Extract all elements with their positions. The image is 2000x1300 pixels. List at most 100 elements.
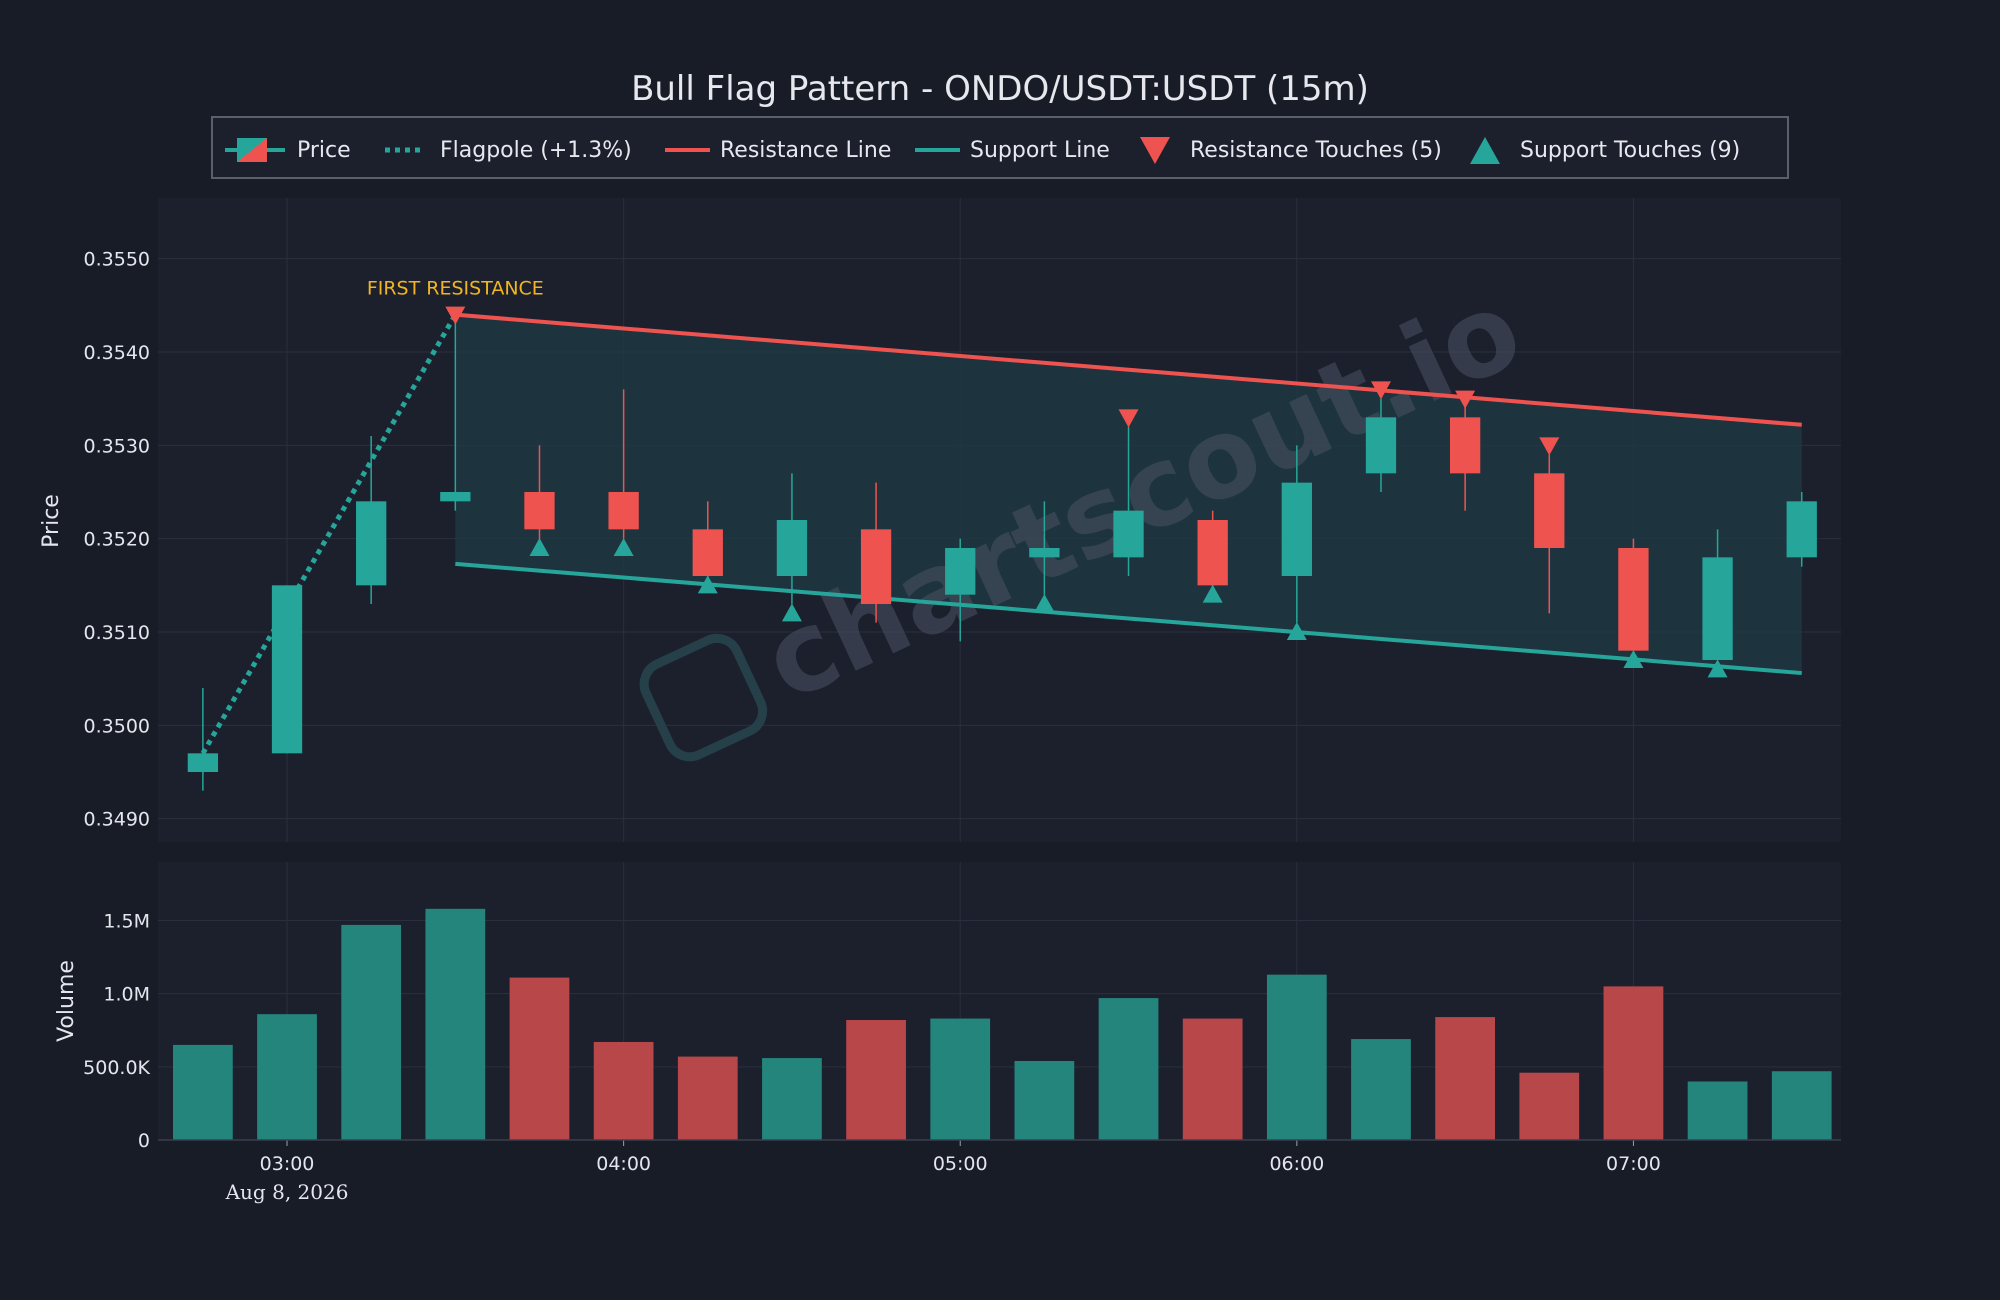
volume-bar [1014, 1060, 1075, 1140]
chart-title: Bull Flag Pattern - ONDO/USDT:USDT (15m) [631, 69, 1369, 109]
volume-bar [173, 1044, 233, 1140]
up-triangle-icon [1470, 137, 1500, 164]
legend-label-support-touches: Support Touches (9) [1520, 138, 1740, 163]
volume-bar [930, 1018, 991, 1140]
axes: 0.3490 0.3500 0.3510 0.3520 0.3530 0.3540 0.35… [83, 249, 1841, 1175]
legend-item-resistance-touches: Resistance Touches (5) [1140, 137, 1442, 164]
x-tick-label: 07:00 [1606, 1153, 1661, 1175]
volume-tick-label: 500.0K [83, 1057, 150, 1079]
support-touch-marker [1623, 650, 1644, 668]
support-touch-marker [781, 603, 802, 622]
legend-item-resistance-line: Resistance Line [665, 138, 891, 163]
down-triangle-icon [1140, 137, 1170, 164]
price-tick-label: 0.3550 [84, 249, 150, 271]
price-tick-label: 0.3530 [84, 435, 150, 457]
x-tick-label: 05:00 [933, 1153, 988, 1175]
legend-label-resistance-line: Resistance Line [720, 138, 891, 163]
volume-bar [1771, 1071, 1832, 1140]
x-tick-label: 04:00 [596, 1153, 651, 1175]
volume-bar [677, 1056, 738, 1140]
support-touch-marker [1707, 659, 1728, 678]
volume-bar [1519, 1072, 1580, 1140]
bullish-candle [945, 548, 976, 595]
pattern-lines [200, 312, 1802, 755]
volume-tick-label: 0 [138, 1130, 150, 1152]
legend: Price Flagpole (+1.3%) Resistance Line S… [211, 116, 1789, 179]
resistance-line [455, 312, 1802, 427]
bullish-candle [1281, 482, 1312, 576]
bearish-candle [860, 529, 892, 604]
legend-item-support-touches: Support Touches (9) [1470, 137, 1740, 164]
bearish-candle [1534, 473, 1565, 548]
legend-label-flagpole: Flagpole (+1.3%) [440, 138, 632, 163]
volume-bar [1182, 1018, 1243, 1140]
bearish-candle [524, 492, 555, 530]
candles [187, 314, 1817, 791]
bullish-candle [776, 520, 808, 576]
support-line [455, 561, 1802, 676]
legend-box [211, 116, 1789, 179]
volume-bar [341, 924, 402, 1140]
price-tick-label: 0.3510 [84, 622, 150, 644]
volume-bars [173, 908, 1832, 1140]
resistance-touch-marker [1455, 390, 1476, 409]
bearish-candle [692, 529, 723, 576]
volume-bar [1687, 1081, 1748, 1140]
volume-bar [1435, 1017, 1496, 1140]
volume-panel [158, 862, 1841, 1140]
volume-bar [1098, 998, 1159, 1140]
volume-bar [509, 977, 570, 1140]
legend-item-flagpole: Flagpole (+1.3%) [385, 138, 632, 163]
legend-item-price: Price [225, 138, 351, 163]
bearish-candle [1197, 520, 1228, 586]
bullish-candle [1029, 548, 1060, 558]
bullish-candle [1365, 417, 1397, 474]
watermark-logo-icon [639, 633, 768, 762]
flagpole-line [200, 313, 458, 755]
legend-label-resistance-touches: Resistance Touches (5) [1190, 138, 1442, 163]
bullish-candle [1702, 557, 1733, 660]
support-touch-marker [1034, 594, 1055, 612]
volume-bar [1603, 986, 1664, 1140]
legend-label-price: Price [297, 138, 351, 163]
candle-icon [225, 138, 285, 162]
bullish-candle [187, 753, 219, 772]
price-axis-title: Price [39, 494, 64, 548]
resistance-touch-marker [1539, 437, 1560, 456]
volume-tick-label: 1.5M [103, 911, 150, 933]
volume-bar [1351, 1039, 1411, 1140]
touch-markers [445, 306, 1728, 678]
first-resistance-annotation: FIRST RESISTANCE [367, 278, 544, 300]
bullish-candle [440, 492, 471, 502]
bullish-candle [1113, 510, 1144, 558]
volume-bar [425, 908, 486, 1140]
support-touch-marker [613, 538, 634, 556]
support-touch-marker [697, 575, 718, 594]
volume-bar [1266, 974, 1327, 1140]
volume-bar [593, 1041, 654, 1140]
support-touch-marker [1286, 622, 1307, 640]
volume-bar [846, 1020, 906, 1140]
x-tick-label: 03:00 [260, 1153, 315, 1175]
x-tick-label: 06:00 [1269, 1153, 1324, 1175]
resistance-touch-marker [1370, 381, 1391, 400]
price-tick-label: 0.3490 [84, 809, 150, 831]
price-tick-label: 0.3500 [84, 715, 150, 737]
bearish-candle [1618, 548, 1649, 651]
volume-bar [257, 1014, 317, 1140]
price-tick-label: 0.3520 [84, 529, 150, 551]
bullish-candle [271, 585, 303, 754]
volume-axis-title: Volume [54, 960, 79, 1042]
bullish-candle [356, 501, 387, 586]
bullish-candle [1786, 501, 1817, 558]
resistance-touch-marker [1118, 409, 1139, 428]
legend-item-support-line: Support Line [915, 138, 1110, 163]
price-tick-label: 0.3540 [84, 342, 150, 364]
support-touch-marker [529, 538, 550, 556]
resistance-touch-marker [445, 306, 466, 325]
bearish-candle [1449, 417, 1481, 474]
volume-tick-label: 1.0M [103, 984, 150, 1006]
legend-label-support-line: Support Line [970, 138, 1110, 163]
x-axis-date-label: Aug 8, 2026 [225, 1180, 349, 1204]
